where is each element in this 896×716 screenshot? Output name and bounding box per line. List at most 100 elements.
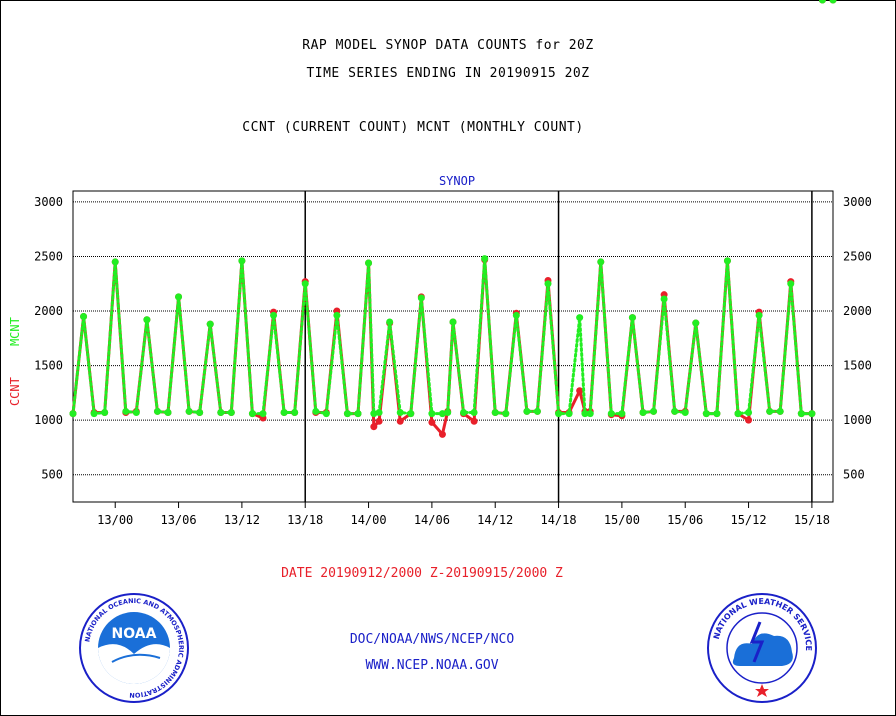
x-tick-label: 15/18 — [794, 513, 830, 527]
data-point-mcnt — [723, 257, 731, 265]
data-point-mcnt — [523, 407, 531, 415]
data-point-ccnt — [396, 417, 404, 425]
data-point-mcnt — [787, 280, 795, 288]
data-point-mcnt — [143, 316, 151, 324]
data-point-mcnt — [386, 318, 394, 326]
y-tick-label-left: 3000 — [34, 195, 63, 209]
data-point-mcnt — [153, 407, 161, 415]
y-tick-label-left: 2000 — [34, 304, 63, 318]
data-point-mcnt — [396, 409, 404, 417]
data-point-mcnt — [185, 407, 193, 415]
org-line: DOC/NOAA/NWS/NCEP/NCO — [349, 632, 515, 647]
data-point-mcnt — [544, 280, 552, 288]
data-point-ccnt — [375, 417, 383, 425]
data-point-mcnt — [206, 320, 214, 328]
data-point-mcnt — [681, 409, 689, 417]
x-tick-label: 15/12 — [730, 513, 766, 527]
website-link[interactable]: WWW.NCEP.NOAA.GOV — [365, 658, 499, 673]
data-point-mcnt — [270, 311, 278, 319]
data-point-mcnt — [280, 409, 288, 417]
y-axis-label-ccnt: CCNT — [8, 377, 22, 406]
data-point-mcnt — [111, 258, 119, 266]
data-point-mcnt — [333, 311, 341, 319]
data-point-mcnt — [370, 410, 378, 418]
plot-border — [72, 190, 834, 503]
data-point-mcnt — [565, 410, 573, 418]
data-point-mcnt — [481, 255, 489, 263]
data-point-mcnt — [438, 410, 446, 418]
data-point-mcnt — [818, 0, 826, 4]
data-point-mcnt — [322, 410, 330, 418]
x-tick-label: 13/18 — [287, 513, 323, 527]
y-tick-label-left: 2500 — [34, 249, 63, 263]
y-axis-label-mcnt: MCNT — [8, 317, 22, 346]
y-tick-label-left: 1500 — [34, 359, 63, 373]
x-tick-label: 13/12 — [224, 513, 260, 527]
x-tick-label: 14/00 — [350, 513, 386, 527]
x-tick-label: 14/12 — [477, 513, 513, 527]
data-point-mcnt — [607, 410, 615, 418]
data-point-mcnt — [692, 319, 700, 327]
data-point-mcnt — [122, 407, 130, 415]
y-tick-label-right: 2500 — [843, 249, 872, 263]
data-point-ccnt — [576, 387, 584, 395]
data-point-mcnt — [301, 280, 309, 288]
data-point-mcnt — [312, 407, 320, 415]
data-point-mcnt — [555, 410, 563, 418]
data-point-mcnt — [829, 0, 837, 4]
data-point-mcnt — [259, 410, 267, 418]
data-point-mcnt — [660, 295, 668, 303]
data-point-mcnt — [227, 409, 235, 417]
data-point-mcnt — [343, 410, 351, 418]
data-point-mcnt — [808, 410, 816, 418]
y-tick-label-left: 1000 — [34, 413, 63, 427]
data-point-mcnt — [164, 409, 172, 417]
y-tick-label-right: 1000 — [843, 413, 872, 427]
data-point-mcnt — [702, 410, 710, 418]
data-point-mcnt — [470, 409, 478, 417]
data-point-mcnt — [365, 259, 373, 267]
data-point-mcnt — [444, 409, 452, 417]
y-tick-layer: 500 500 1000 1000 1500 1500 2000 2000 2500 2500 30… — [34, 195, 872, 482]
data-point-mcnt — [101, 409, 109, 417]
data-point-ccnt — [745, 416, 753, 424]
star-icon — [755, 684, 769, 697]
data-point-mcnt — [238, 257, 246, 265]
title-line-3: CCNT (CURRENT COUNT) MCNT (MONTHLY COUNT… — [242, 120, 584, 135]
data-point-mcnt — [671, 407, 679, 415]
data-point-mcnt — [533, 407, 541, 415]
date-range: DATE 20190912/2000 Z-20190915/2000 Z — [281, 566, 563, 581]
grid-layer — [73, 201, 833, 476]
y-tick-label-left: 500 — [41, 468, 63, 482]
data-point-ccnt — [470, 417, 478, 425]
data-point-mcnt — [175, 293, 183, 301]
data-point-mcnt — [581, 410, 589, 418]
data-point-mcnt — [776, 407, 784, 415]
x-tick-label: 13/06 — [160, 513, 196, 527]
day-boundary-layer — [304, 191, 813, 502]
data-point-mcnt — [734, 410, 742, 418]
data-point-mcnt — [491, 409, 499, 417]
data-point-mcnt — [650, 407, 658, 415]
y-tick-label-right: 500 — [843, 468, 865, 482]
data-point-mcnt — [354, 410, 362, 418]
data-point-ccnt — [370, 423, 378, 431]
y-tick-label-right: 1500 — [843, 359, 872, 373]
data-point-mcnt — [80, 312, 88, 320]
x-tick-label: 14/06 — [414, 513, 450, 527]
data-point-mcnt — [407, 410, 415, 418]
y-tick-label-right: 3000 — [843, 195, 872, 209]
x-tick-label: 13/00 — [97, 513, 133, 527]
data-point-mcnt — [745, 409, 753, 417]
data-point-mcnt — [449, 318, 457, 326]
noaa-logo-label: NOAA — [112, 626, 157, 642]
x-tick-label: 15/06 — [667, 513, 703, 527]
data-point-mcnt — [512, 311, 520, 319]
data-point-mcnt — [713, 410, 721, 418]
data-point-mcnt — [618, 410, 626, 418]
x-tick-label: 15/00 — [604, 513, 640, 527]
data-point-mcnt — [766, 407, 774, 415]
data-point-mcnt — [428, 410, 436, 418]
nws-logo: NATIONAL WEATHER SERVICE — [707, 593, 817, 703]
